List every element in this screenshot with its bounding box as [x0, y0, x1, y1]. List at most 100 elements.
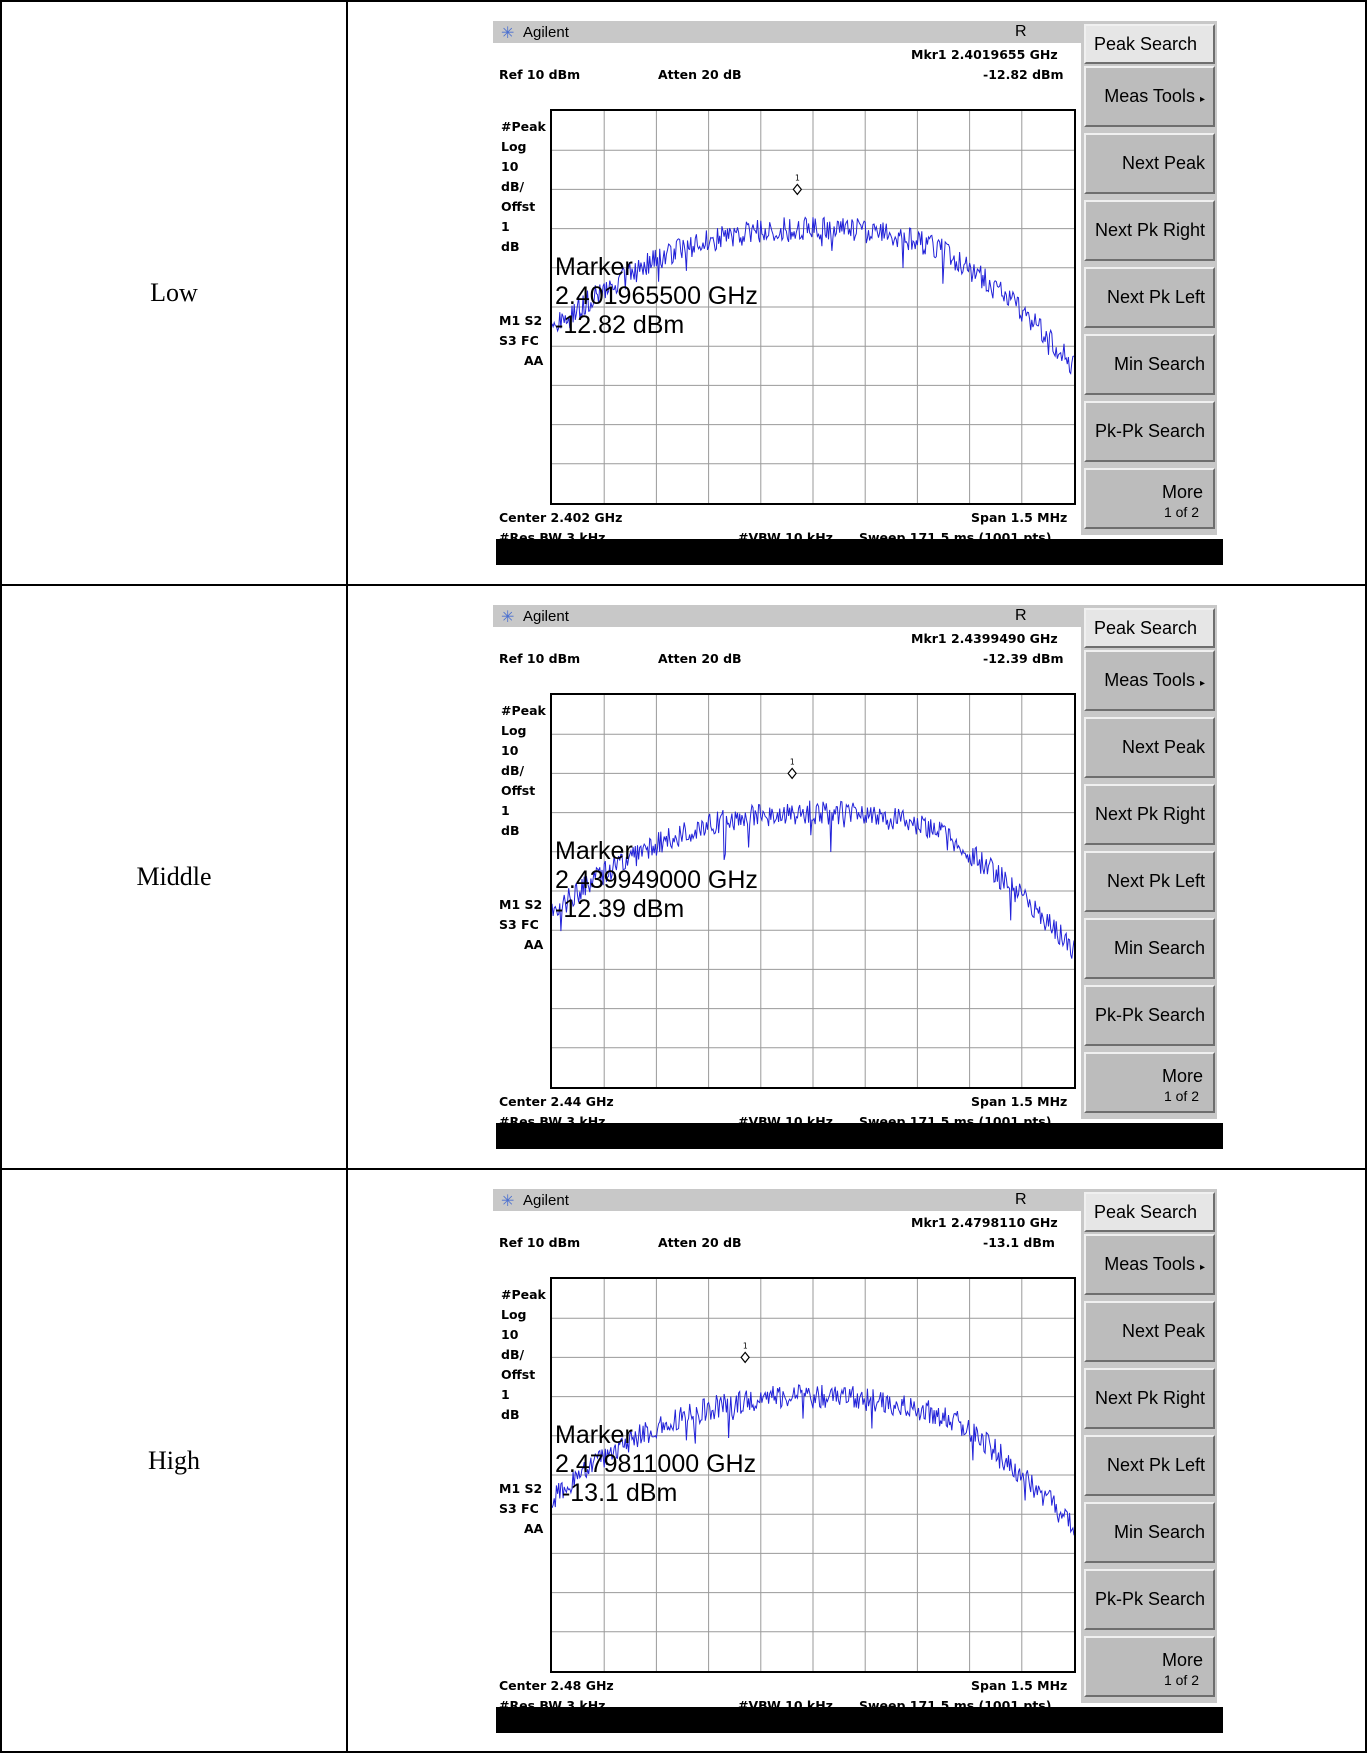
- meas-tools-text: Meas Tools: [1104, 670, 1195, 690]
- scale-label-5: 1: [501, 801, 546, 821]
- scale-label-2: 10: [501, 741, 546, 761]
- reference-level: Ref 10 dBm: [499, 1235, 580, 1250]
- scale-label-3: dB/: [501, 1345, 546, 1365]
- more-label: More: [1162, 1650, 1203, 1671]
- marker-diamond-icon: [741, 1352, 749, 1362]
- next-pk-left-label: Next Pk Left: [1107, 1455, 1205, 1476]
- screenshot-cell-middle: ✳ Agilent R T Mkr1 2.4399490 GHz Ref 10 …: [347, 585, 1366, 1169]
- marker-annotation: Marker 2.401965500 GHz -12.82 dBm: [555, 253, 758, 340]
- min-search-button[interactable]: Min Search: [1084, 334, 1215, 395]
- pk-pk-search-button[interactable]: Pk-Pk Search: [1084, 1569, 1215, 1630]
- screenshot-cell-low: ✳ Agilent R T Mkr1 2.4019655 GHz Ref 10 …: [347, 1, 1366, 585]
- next-pk-left-label: Next Pk Left: [1107, 871, 1205, 892]
- mode-label-3: AA: [524, 353, 543, 368]
- marker-number: 1: [743, 1341, 748, 1350]
- next-peak-label: Next Peak: [1122, 737, 1205, 758]
- center-frequency: Center 2.48 GHz: [499, 1678, 614, 1693]
- spectrum-analyzer-middle: ✳ Agilent R T Mkr1 2.4399490 GHz Ref 10 …: [493, 605, 1217, 1149]
- pk-pk-search-label: Pk-Pk Search: [1095, 421, 1205, 442]
- status-bar: [496, 1707, 1223, 1733]
- status-bar: [496, 1123, 1223, 1149]
- mode-label-2: S3 FC: [499, 1501, 539, 1516]
- span: Span 1.5 MHz: [971, 510, 1067, 525]
- mode-label-1: M1 S2: [499, 313, 542, 328]
- pk-pk-search-label: Pk-Pk Search: [1095, 1589, 1205, 1610]
- channel-label-high: High: [1, 1169, 347, 1752]
- scale-label-5: 1: [501, 217, 546, 237]
- scale-label-3: dB/: [501, 177, 546, 197]
- more-button[interactable]: More 1 of 2: [1084, 1636, 1215, 1697]
- meas-tools-button[interactable]: Meas Tools ▸: [1084, 66, 1215, 127]
- min-search-button[interactable]: Min Search: [1084, 918, 1215, 979]
- mode-label-3: AA: [524, 937, 543, 952]
- status-bar: [496, 539, 1223, 565]
- more-label: More: [1162, 1066, 1203, 1087]
- scale-labels: #Peak Log 10 dB/Offst 1 dB: [501, 1285, 546, 1425]
- next-pk-left-button[interactable]: Next Pk Left: [1084, 1435, 1215, 1496]
- scale-label-1: Log: [501, 1305, 546, 1325]
- reference-level: Ref 10 dBm: [499, 67, 580, 82]
- scale-label-0: #Peak: [501, 701, 546, 721]
- analyzer-titlebar: ✳ Agilent R T: [493, 1189, 1081, 1212]
- marker-number: 1: [795, 173, 800, 182]
- more-button[interactable]: More 1 of 2: [1084, 1052, 1215, 1113]
- marker-annotation: Marker 2.439949000 GHz -12.39 dBm: [555, 837, 758, 924]
- next-pk-right-button[interactable]: Next Pk Right: [1084, 200, 1215, 261]
- scale-label-6: dB: [501, 821, 546, 841]
- marker-diamond-icon: [793, 184, 801, 194]
- peak-search-button[interactable]: Peak Search: [1084, 608, 1215, 648]
- table-row-middle: Middle ✳ Agilent R T Mkr1 2.4399490 GHz …: [1, 585, 1366, 1169]
- scale-labels: #Peak Log 10 dB/Offst 1 dB: [501, 701, 546, 841]
- mode-label-2: S3 FC: [499, 917, 539, 932]
- scale-label-5: 1: [501, 1385, 546, 1405]
- analyzer-titlebar: ✳ Agilent R T: [493, 605, 1081, 628]
- next-peak-button[interactable]: Next Peak: [1084, 1301, 1215, 1362]
- span: Span 1.5 MHz: [971, 1094, 1067, 1109]
- meas-tools-button[interactable]: Meas Tools ▸: [1084, 650, 1215, 711]
- meas-tools-text: Meas Tools: [1104, 86, 1195, 106]
- peak-search-button[interactable]: Peak Search: [1084, 1192, 1215, 1232]
- more-page-indicator: 1 of 2: [1164, 1672, 1199, 1688]
- next-peak-button[interactable]: Next Peak: [1084, 717, 1215, 778]
- min-search-label: Min Search: [1114, 354, 1205, 375]
- table-row-high: High ✳ Agilent R T Mkr1 2.4798110 GHz Re…: [1, 1169, 1366, 1752]
- scale-label-2: 10: [501, 157, 546, 177]
- marker-level-readout: -13.1 dBm: [983, 1235, 1055, 1250]
- scale-labels: #Peak Log 10 dB/Offst 1 dB: [501, 117, 546, 257]
- softkey-panel: Peak Search Meas Tools ▸ Next Peak Next …: [1081, 21, 1217, 535]
- next-pk-right-label: Next Pk Right: [1095, 220, 1205, 241]
- peak-search-label: Peak Search: [1094, 618, 1197, 639]
- center-frequency: Center 2.44 GHz: [499, 1094, 614, 1109]
- spectrum-analyzer-low: ✳ Agilent R T Mkr1 2.4019655 GHz Ref 10 …: [493, 21, 1217, 565]
- mode-label-1: M1 S2: [499, 897, 542, 912]
- center-frequency: Center 2.402 GHz: [499, 510, 622, 525]
- mode-label-3: AA: [524, 1521, 543, 1536]
- next-pk-left-label: Next Pk Left: [1107, 287, 1205, 308]
- scale-label-1: Log: [501, 721, 546, 741]
- peak-search-button[interactable]: Peak Search: [1084, 24, 1215, 64]
- scale-label-2: 10: [501, 1325, 546, 1345]
- next-peak-label: Next Peak: [1122, 1321, 1205, 1342]
- channel-label-low: Low: [1, 1, 347, 585]
- next-pk-left-button[interactable]: Next Pk Left: [1084, 267, 1215, 328]
- more-page-indicator: 1 of 2: [1164, 504, 1199, 520]
- pk-pk-search-button[interactable]: Pk-Pk Search: [1084, 401, 1215, 462]
- min-search-button[interactable]: Min Search: [1084, 1502, 1215, 1563]
- next-pk-right-button[interactable]: Next Pk Right: [1084, 784, 1215, 845]
- softkey-panel: Peak Search Meas Tools ▸ Next Peak Next …: [1081, 605, 1217, 1119]
- more-button[interactable]: More 1 of 2: [1084, 468, 1215, 529]
- meas-tools-text: Meas Tools: [1104, 1254, 1195, 1274]
- scale-label-4: Offst: [501, 781, 546, 801]
- pk-pk-search-button[interactable]: Pk-Pk Search: [1084, 985, 1215, 1046]
- more-label: More: [1162, 482, 1203, 503]
- marker-level-readout: -12.39 dBm: [983, 651, 1064, 666]
- min-search-label: Min Search: [1114, 938, 1205, 959]
- attenuation: Atten 20 dB: [658, 1235, 742, 1250]
- next-pk-left-button[interactable]: Next Pk Left: [1084, 851, 1215, 912]
- next-pk-right-button[interactable]: Next Pk Right: [1084, 1368, 1215, 1429]
- scale-label-3: dB/: [501, 761, 546, 781]
- analyzer-screen: Mkr1 2.4399490 GHz Ref 10 dBm Atten 20 d…: [493, 627, 1081, 1149]
- meas-tools-button[interactable]: Meas Tools ▸: [1084, 1234, 1215, 1295]
- next-peak-button[interactable]: Next Peak: [1084, 133, 1215, 194]
- scale-label-4: Offst: [501, 197, 546, 217]
